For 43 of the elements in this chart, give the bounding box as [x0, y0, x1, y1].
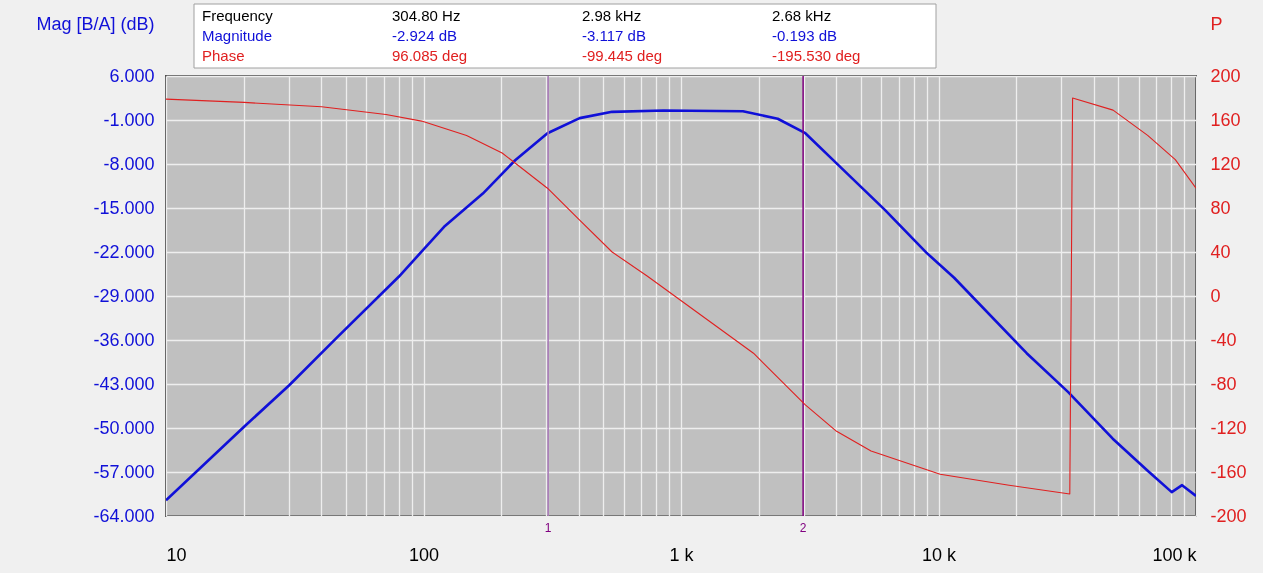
text: 96.085 deg — [392, 47, 468, 64]
y2-axis-title: P — [1210, 13, 1223, 34]
x-tick-label: 1 k — [669, 544, 695, 565]
y2-tick-label: -40 — [1210, 329, 1237, 350]
y2-tick-label: -160 — [1210, 461, 1247, 482]
y-tick-label: 6.000 — [109, 65, 155, 86]
y-tick-label: -15.000 — [93, 197, 155, 218]
text: 1 — [544, 521, 552, 535]
text: 2.98 kHz — [582, 7, 642, 24]
y2-tick-label: 200 — [1210, 65, 1241, 86]
y-tick-label: -29.000 — [93, 285, 155, 306]
text: 2 — [799, 521, 807, 535]
y2-tick-label: -200 — [1210, 505, 1247, 526]
text: -195.530 deg — [772, 47, 861, 64]
y-tick-label: -36.000 — [93, 329, 155, 350]
x-tick-label: 100 k — [1152, 544, 1198, 565]
x-tick-label: 100 — [408, 544, 440, 565]
y2-tick-label: 160 — [1210, 109, 1241, 130]
y-tick-label: -57.000 — [93, 461, 155, 482]
y-tick-label: -1.000 — [103, 109, 155, 130]
y2-tick-label: -80 — [1210, 373, 1237, 394]
text: -99.445 deg — [582, 47, 663, 64]
text: -0.193 dB — [772, 27, 838, 44]
text: Frequency — [202, 7, 274, 24]
y-tick-label: -22.000 — [93, 241, 155, 262]
text: -2.924 dB — [392, 27, 458, 44]
y2-tick-label: 120 — [1210, 153, 1241, 174]
y2-tick-label: 0 — [1210, 285, 1221, 306]
y-tick-label: -8.000 — [103, 153, 155, 174]
text: -3.117 dB — [582, 27, 646, 44]
y2-tick-label: 40 — [1210, 241, 1231, 262]
text: Phase — [202, 47, 245, 64]
y-axis-title: Mag [B/A] (dB) — [36, 13, 155, 34]
y-tick-label: -50.000 — [93, 417, 155, 438]
x-tick-label: 10 — [166, 544, 187, 565]
y-tick-label: -64.000 — [93, 505, 155, 526]
x-tick-label: 10 k — [921, 544, 958, 565]
y2-tick-label: 80 — [1210, 197, 1231, 218]
text: 304.80 Hz — [392, 7, 461, 24]
y-tick-label: -43.000 — [93, 373, 155, 394]
text: 2.68 kHz — [772, 7, 832, 24]
text: Magnitude — [202, 27, 273, 44]
y2-tick-label: -120 — [1210, 417, 1247, 438]
